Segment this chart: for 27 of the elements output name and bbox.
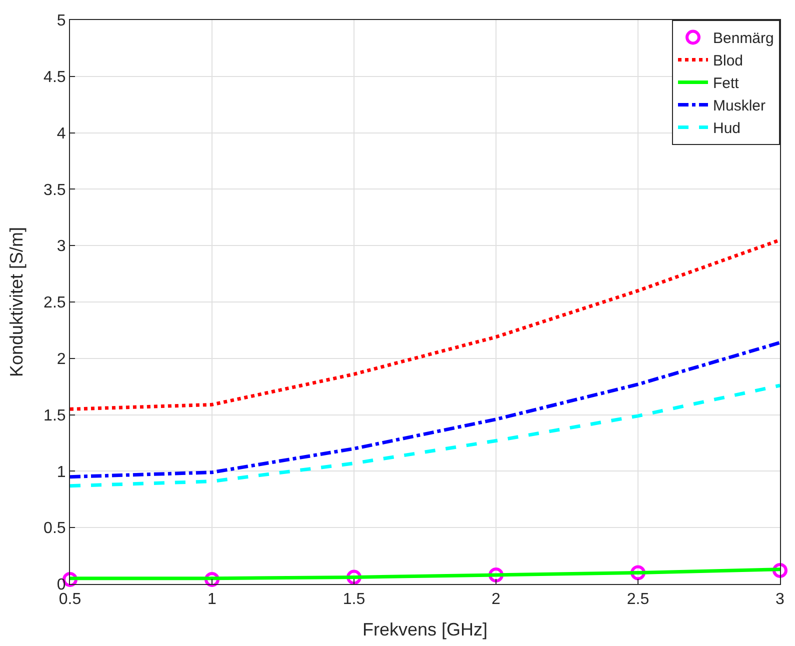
y-tick-label: 4	[56, 125, 66, 142]
y-tick-label: 0	[56, 576, 66, 594]
legend-label: Hud	[713, 120, 741, 138]
y-tick-label: 0.5	[44, 520, 66, 538]
line-series	[70, 384, 780, 488]
line-series	[70, 238, 780, 411]
y-tick-label: 4.5	[44, 69, 66, 86]
x-tick-label: 1	[208, 591, 217, 608]
y-tick-label: 2.5	[44, 294, 66, 312]
legend-label: Fett	[713, 75, 740, 92]
y-tick-label: 5	[56, 12, 66, 30]
x-tick-label: 2.5	[626, 591, 650, 608]
point	[772, 562, 788, 578]
x-tick-label: 2	[492, 591, 501, 608]
y-tick-label: 2	[56, 351, 66, 368]
y-tick-label: 1	[56, 464, 66, 481]
x-axis-title: Frekvens [GHz]	[362, 619, 488, 640]
y-axis-title: Konduktivitet [S/m]	[6, 226, 27, 378]
x-tick-label: 3	[776, 591, 785, 608]
legend-label: Blod	[713, 52, 744, 70]
y-tick-label: 3.5	[44, 182, 66, 199]
y-tick-label: 3	[56, 238, 66, 256]
line-series	[70, 340, 780, 479]
legend-label: Muskler	[713, 98, 766, 115]
legend-label: Benmärg	[713, 30, 774, 48]
y-tick-label: 1.5	[44, 407, 66, 424]
x-tick-label: 1.5	[342, 591, 366, 608]
